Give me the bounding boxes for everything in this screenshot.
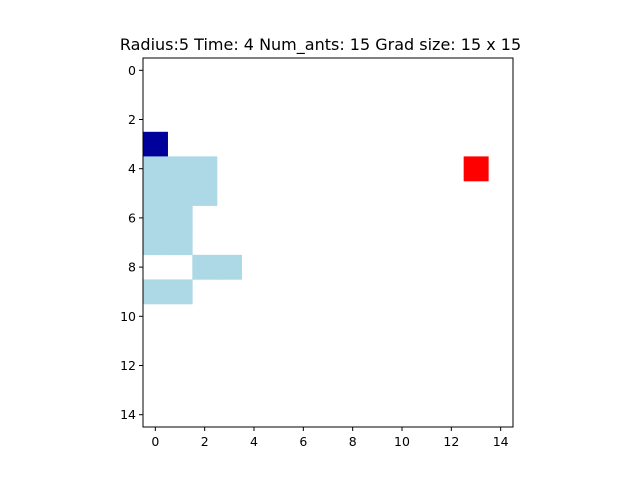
heatmap-cell-13 (143, 279, 168, 305)
y-tick-label-6: 12 (120, 358, 136, 373)
x-axis: 0 2 4 6 8 10 12 14 (151, 427, 509, 449)
heatmap-cell-3 (192, 156, 218, 182)
plot-background (143, 58, 513, 427)
heatmap-cell-4 (143, 181, 168, 206)
heatmap-cell-9 (143, 230, 168, 256)
y-tick-label-2: 4 (128, 161, 136, 176)
heatmap-cell-6 (192, 181, 218, 206)
heatmap-cell-15 (463, 156, 489, 182)
heatmap-cell-5 (167, 181, 193, 206)
x-tick-label-0: 0 (151, 434, 159, 449)
x-tick-label-2: 4 (250, 434, 258, 449)
x-tick-label-6: 12 (443, 434, 459, 449)
heatmap-cell-12 (217, 254, 242, 280)
y-tick-label-7: 14 (120, 407, 136, 422)
x-tick-label-3: 6 (299, 434, 307, 449)
y-tick-label-0: 0 (128, 63, 136, 78)
heatmap-cell-0 (143, 131, 168, 157)
heatmap-cell-1 (143, 156, 168, 182)
x-tick-label-1: 2 (201, 434, 209, 449)
plot-frame (142, 57, 514, 428)
y-tick-label-5: 10 (120, 309, 136, 324)
y-tick-label-4: 8 (128, 260, 136, 275)
y-tick-label-3: 6 (128, 210, 136, 225)
heatmap-cells (143, 131, 489, 305)
heatmap-cell-2 (167, 156, 193, 182)
chart-title: Radius:5 Time: 4 Num_ants: 15 Grad size:… (120, 35, 521, 55)
heatmap-cell-8 (167, 205, 193, 231)
heatmap-cell-11 (192, 254, 218, 280)
y-tick-label-1: 2 (128, 112, 136, 127)
heatmap-cell-7 (143, 205, 168, 231)
x-tick-label-7: 14 (493, 434, 509, 449)
x-tick-label-5: 10 (394, 434, 410, 449)
y-axis: 0 2 4 6 8 10 12 14 (120, 63, 143, 422)
heatmap-cell-10 (167, 230, 193, 256)
heatmap-cell-14 (167, 279, 193, 305)
x-tick-label-4: 8 (349, 434, 357, 449)
